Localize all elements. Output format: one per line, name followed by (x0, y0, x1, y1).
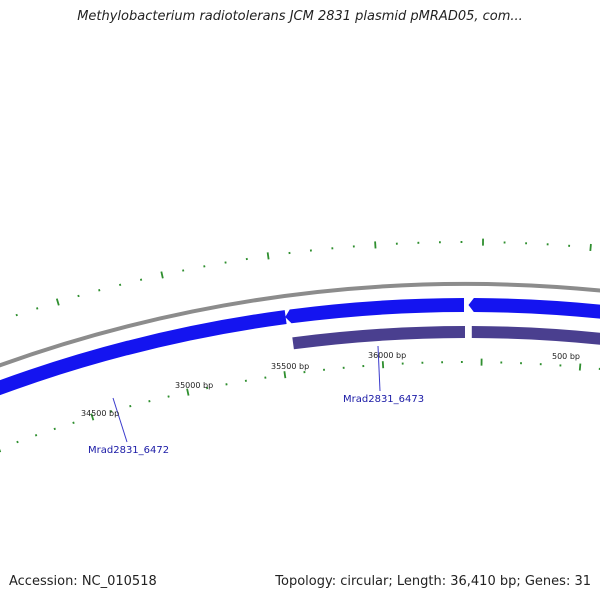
gene-label-leader-6472 (112, 397, 128, 443)
reverse-gene-6473[interactable] (292, 326, 465, 350)
major-tick (283, 371, 287, 379)
minor-tick (16, 440, 19, 444)
major-tick (266, 252, 270, 260)
minor-tick (15, 313, 18, 317)
minor-tick (53, 427, 56, 431)
gene-label-leader-6473 (377, 345, 381, 392)
reverse-gene[interactable] (471, 326, 600, 348)
major-tick (589, 243, 592, 252)
tick-label: 500 bp (552, 352, 580, 361)
accession-text: Accession: NC_010518 (9, 574, 157, 589)
tick-label: 34500 bp (81, 409, 119, 418)
gene-label-mrad2831-6472[interactable]: Mrad2831_6472 (88, 445, 169, 456)
tick-label: 35000 bp (175, 381, 213, 390)
minor-tick (129, 404, 132, 408)
topology-summary: Topology: circular; Length: 36,410 bp; G… (275, 574, 591, 589)
map-title: Methylobacterium radiotolerans JCM 2831 … (77, 9, 523, 24)
major-tick (186, 388, 190, 396)
tick-label: 36000 bp (368, 351, 406, 360)
forward-gene-6472[interactable] (0, 310, 287, 490)
forward-gene[interactable] (468, 298, 600, 322)
major-tick (90, 413, 95, 421)
forward-gene-arrow[interactable] (285, 298, 464, 324)
major-tick (160, 271, 164, 279)
minor-tick (34, 434, 38, 437)
backbone-ring (0, 282, 600, 368)
minor-tick (36, 307, 39, 310)
minor-tick (110, 410, 113, 413)
minor-tick (72, 421, 75, 424)
gene-label-mrad2831-6473[interactable]: Mrad2831_6473 (343, 394, 424, 405)
tick-label: 35500 bp (271, 362, 309, 371)
minor-tick (98, 289, 101, 292)
major-tick (578, 363, 582, 371)
outer-tick-marks (15, 238, 592, 317)
minor-tick (77, 294, 80, 298)
tick-labels: 34500 bp 35000 bp 35500 bp 36000 bp 500 … (81, 351, 580, 418)
major-tick (55, 298, 60, 306)
